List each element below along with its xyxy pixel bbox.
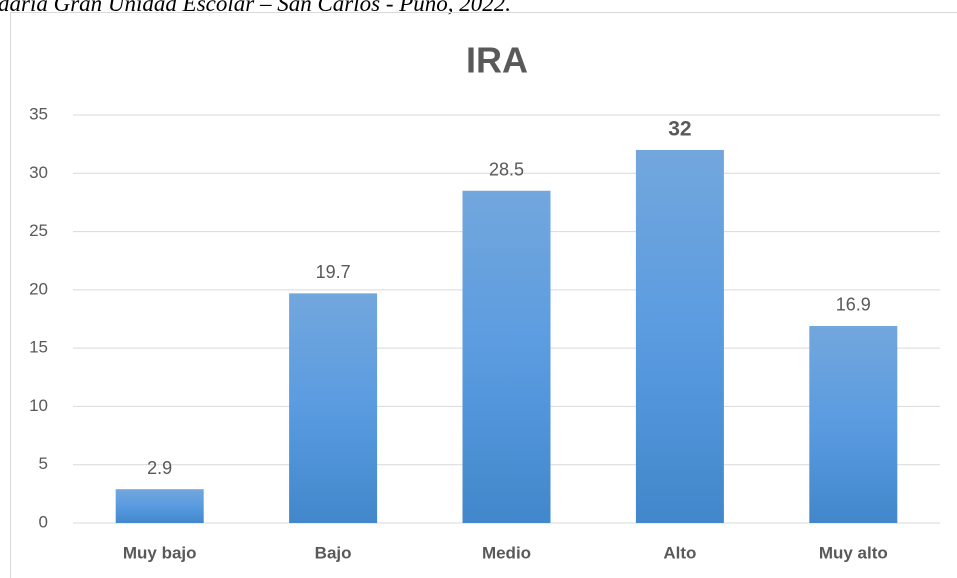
value-label: 19.7 <box>316 262 351 282</box>
caption: daria Gran Unidad Escolar – San Carlos -… <box>0 0 511 16</box>
chart-frame <box>10 12 957 578</box>
y-tick-label: 15 <box>29 338 48 357</box>
y-tick-label: 0 <box>39 512 48 531</box>
value-label: 16.9 <box>836 295 871 315</box>
chart-title: IRA <box>466 40 528 81</box>
bar <box>809 325 898 523</box>
y-tick-label: 20 <box>29 279 48 298</box>
x-tick-label: Muy bajo <box>123 543 197 562</box>
bar <box>289 293 378 523</box>
y-tick-label: 30 <box>29 163 48 182</box>
y-tick-label: 35 <box>29 104 48 123</box>
y-tick-label: 25 <box>29 221 48 240</box>
y-tick-label: 5 <box>39 454 48 473</box>
value-label: 2.9 <box>147 458 172 478</box>
x-tick-label: Alto <box>663 543 696 562</box>
x-tick-label: Medio <box>482 543 531 562</box>
y-tick-label: 10 <box>29 396 48 415</box>
x-tick-label: Bajo <box>315 543 352 562</box>
bar <box>462 190 551 523</box>
value-label: 28.5 <box>489 160 524 180</box>
value-label: 32 <box>668 118 691 141</box>
x-tick-label: Muy alto <box>819 543 888 562</box>
bar <box>115 489 204 523</box>
bar <box>635 149 724 523</box>
